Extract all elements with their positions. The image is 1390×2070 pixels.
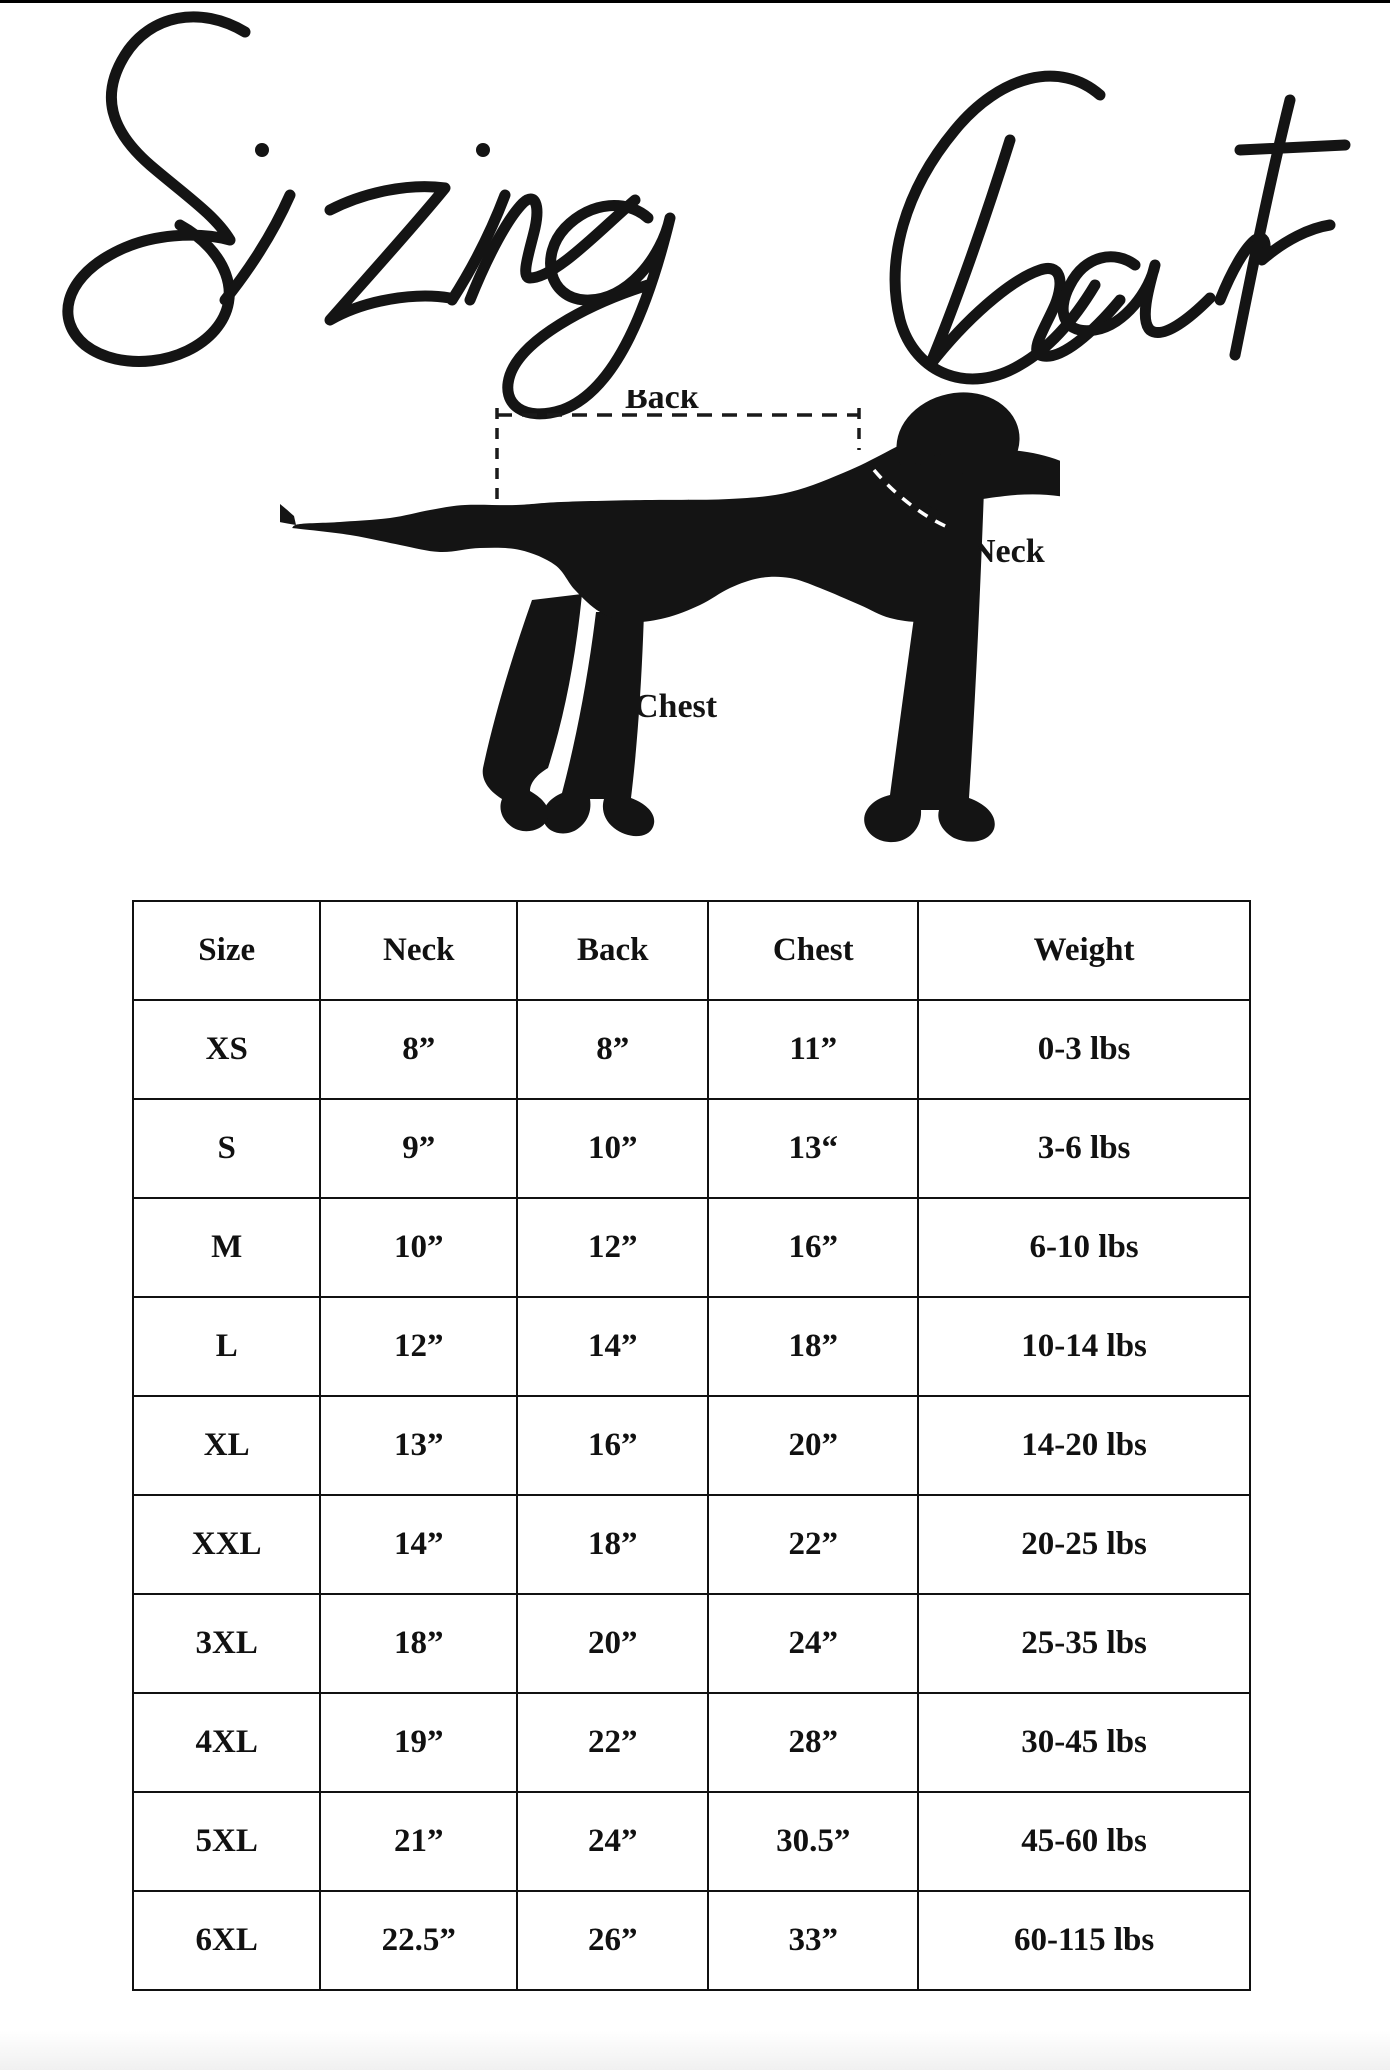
svg-text:Back: Back	[625, 390, 699, 416]
svg-text:Chest: Chest	[634, 688, 718, 725]
svg-text:Neck: Neck	[971, 533, 1045, 570]
